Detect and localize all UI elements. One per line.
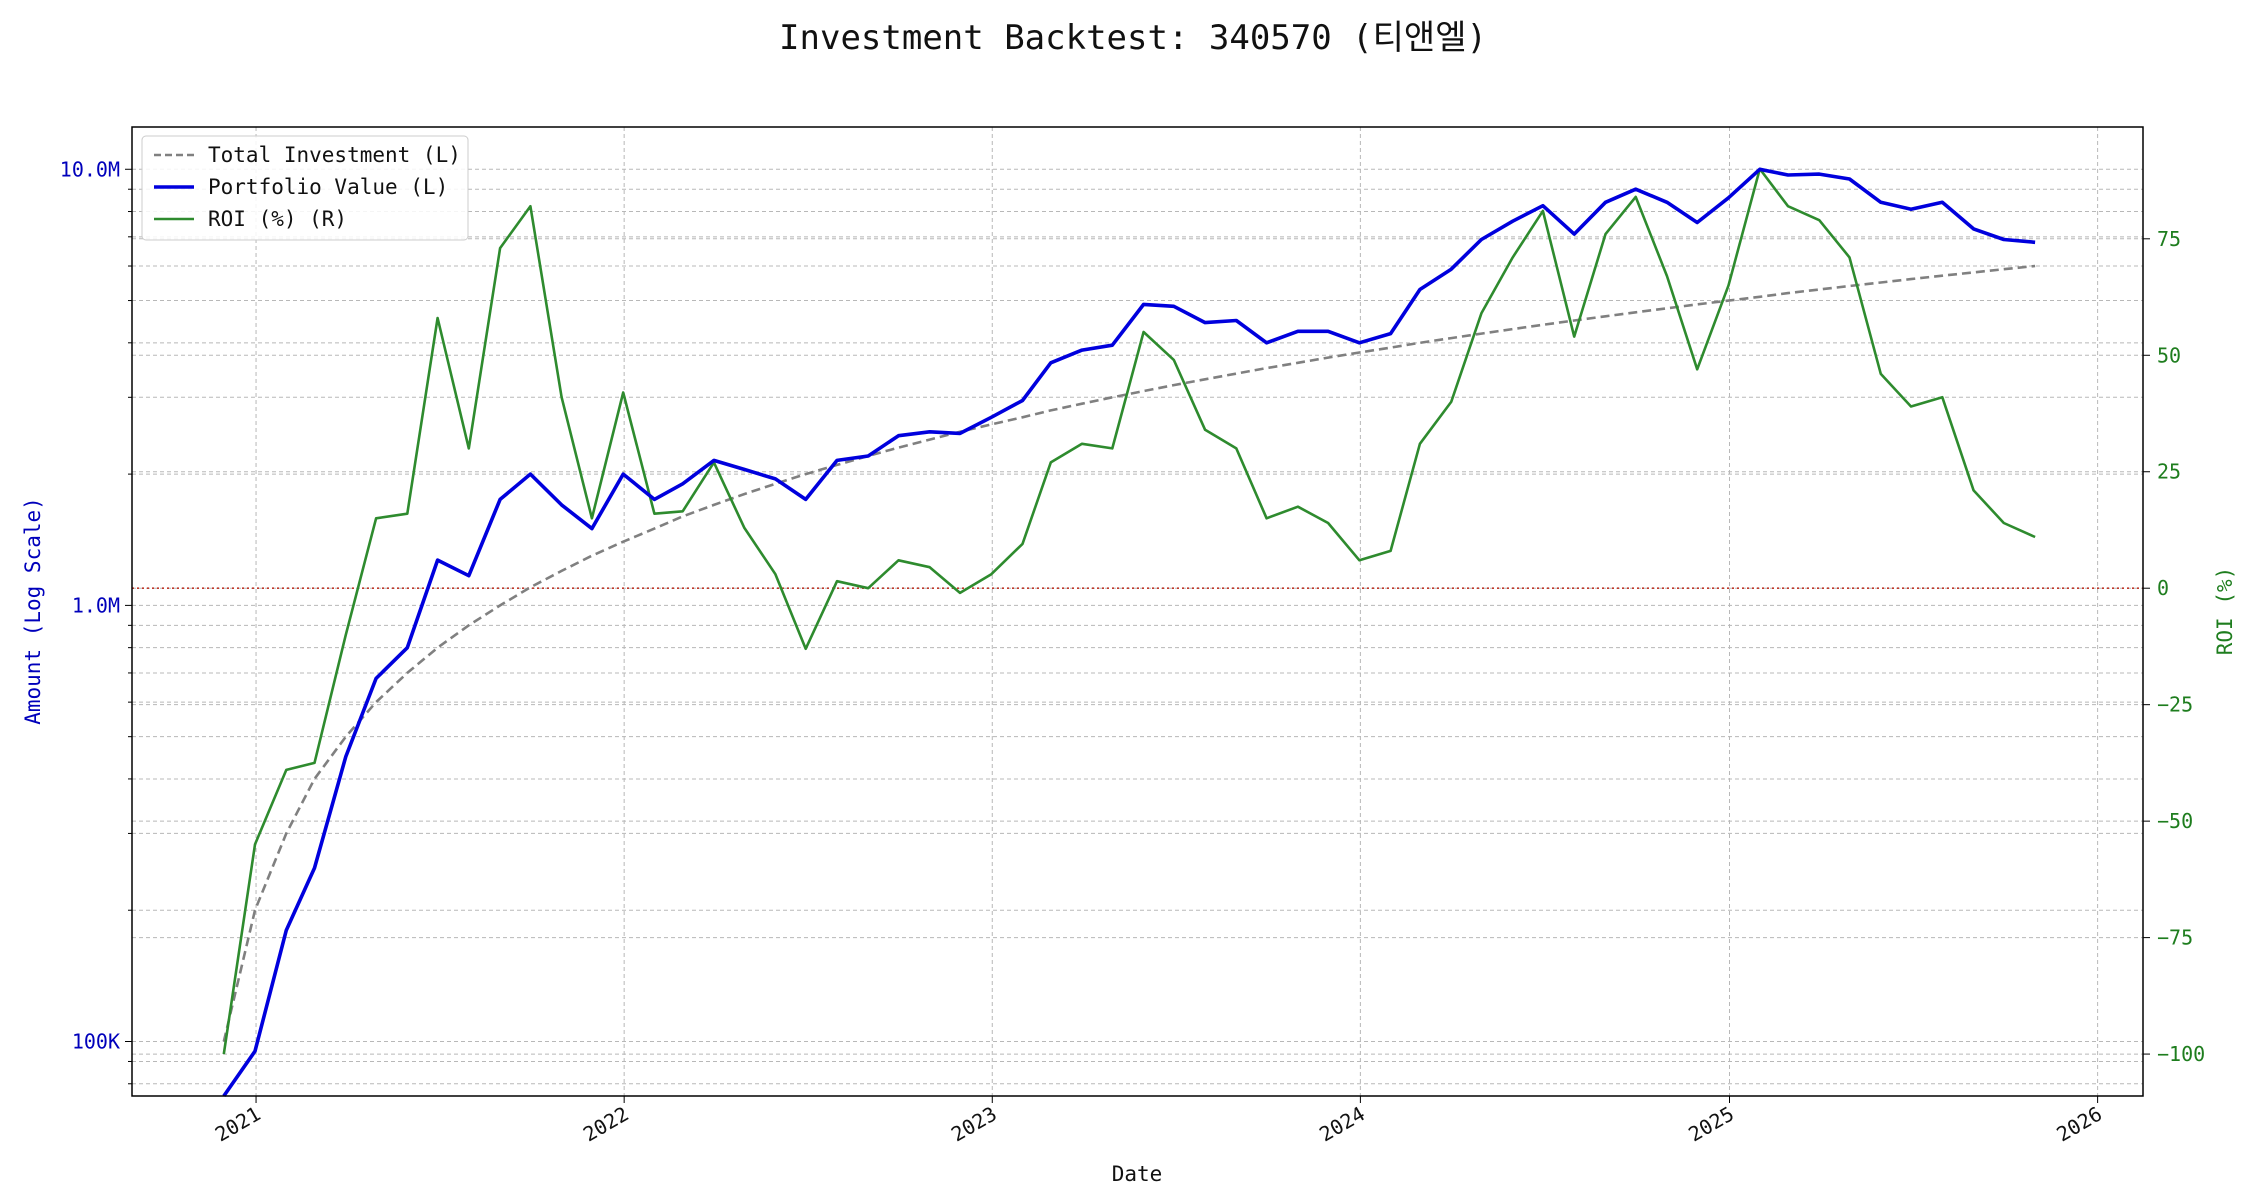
left-tick-label: 1.0M [72,593,120,617]
right-tick-label: −25 [2157,693,2193,717]
x-axis-label: Date [1112,1162,1163,1186]
roi-line [222,167,2036,1055]
left-axis-label: Amount (Log Scale) [21,497,45,725]
legend-box [141,135,469,241]
portfolio-value-line [222,167,2036,1098]
series-lines [222,167,2036,1098]
total-investment-line [222,264,2036,1042]
right-tick-label: 50 [2157,343,2181,367]
legend-label: Total Investment (L) [208,143,461,167]
chart-title: Investment Backtest: 340570 (티앤엘) [779,18,1487,58]
grid [132,127,2143,1096]
right-axis-ticks: −100 −75 −50 −25 0 25 50 75 [2143,227,2205,1066]
right-tick-label: 75 [2157,227,2181,251]
right-tick-label: −100 [2157,1042,2205,1066]
legend: Total Investment (L) Portfolio Value (L) R… [141,135,469,241]
legend-label: ROI (%) (R) [208,207,347,231]
plot-frame [131,126,2144,1097]
left-axis-ticks: 100K 1.0M 10.0M [60,157,132,1085]
legend-label: Portfolio Value (L) [208,175,448,199]
left-tick-label: 100K [72,1030,120,1054]
right-tick-label: 25 [2157,460,2181,484]
right-tick-label: 0 [2157,576,2169,600]
left-tick-label: 10.0M [60,157,120,181]
right-tick-label: −50 [2157,809,2193,833]
right-tick-label: −75 [2157,926,2193,950]
right-axis-label: ROI (%) [2213,567,2237,656]
